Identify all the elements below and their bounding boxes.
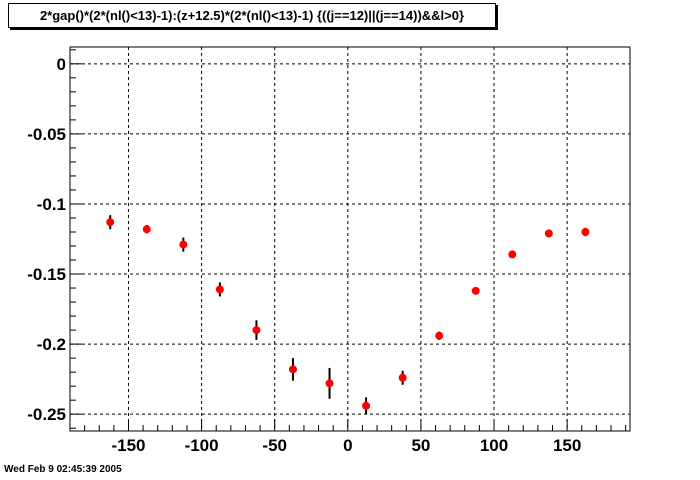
data-point bbox=[252, 326, 261, 335]
grid bbox=[70, 47, 630, 431]
plot-frame bbox=[69, 46, 631, 432]
chart-title: 2*gap()*(2*(nl()<13)-1):(z+12.5)*(2*(nl(… bbox=[8, 3, 496, 28]
data-points bbox=[106, 215, 590, 415]
axis-ticks bbox=[69, 49, 627, 431]
tick-labels: -150 -100 -50 0 50 100 150 0 -0.05 -0.1 -0.15 -0.2 -… bbox=[27, 55, 581, 455]
x-tick-label: -50 bbox=[262, 436, 287, 455]
data-point bbox=[179, 240, 188, 249]
timestamp: Wed Feb 9 02:45:39 2005 bbox=[4, 464, 122, 475]
y-tick-label: -0.25 bbox=[27, 405, 66, 424]
data-point bbox=[142, 225, 151, 234]
data-point bbox=[288, 365, 297, 374]
data-point bbox=[106, 218, 115, 227]
y-tick-label: 0 bbox=[57, 55, 66, 74]
data-point bbox=[581, 227, 590, 236]
x-tick-label: 0 bbox=[343, 436, 352, 455]
x-tick-label: 100 bbox=[480, 436, 508, 455]
data-point bbox=[471, 286, 480, 295]
data-point bbox=[508, 250, 517, 259]
y-tick-label: -0.15 bbox=[27, 265, 66, 284]
y-tick-label: -0.05 bbox=[27, 125, 66, 144]
data-point bbox=[435, 331, 444, 340]
x-tick-label: -100 bbox=[185, 436, 219, 455]
data-point bbox=[325, 379, 334, 388]
data-point bbox=[215, 285, 224, 294]
data-point bbox=[544, 229, 553, 238]
x-tick-label: 150 bbox=[553, 436, 581, 455]
data-point bbox=[362, 401, 371, 410]
y-tick-label: -0.1 bbox=[37, 195, 66, 214]
y-tick-label: -0.2 bbox=[37, 335, 66, 354]
x-tick-label: -150 bbox=[111, 436, 145, 455]
x-tick-label: 50 bbox=[411, 436, 430, 455]
data-point bbox=[398, 373, 407, 382]
